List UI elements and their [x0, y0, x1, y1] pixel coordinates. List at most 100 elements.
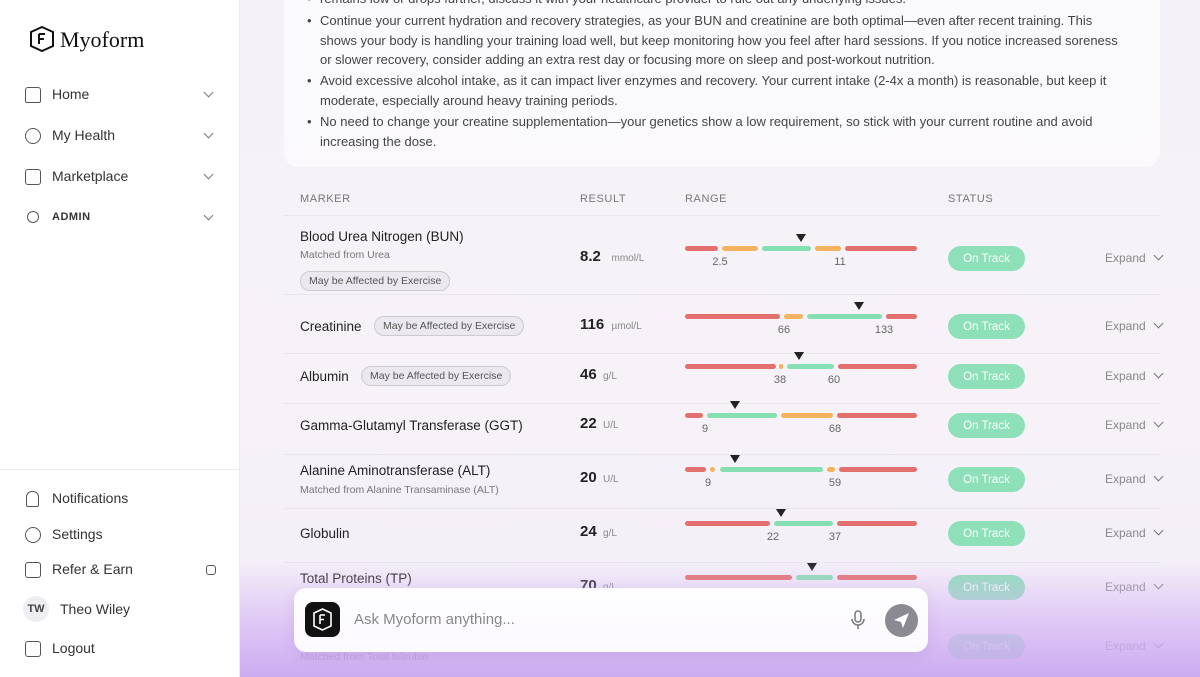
avatar: TW [23, 596, 49, 622]
range-label: 38 [773, 374, 787, 386]
icon [25, 87, 41, 103]
icon [25, 641, 41, 657]
expand-button[interactable]: Expand [1105, 369, 1146, 383]
result-unit: µmol/L [611, 321, 642, 332]
range-segment [837, 575, 917, 580]
marker-name: Globulin [300, 526, 350, 541]
range-segment [722, 246, 758, 251]
marker-name: Blood Urea Nitrogen (BUN) [300, 229, 464, 244]
result-value: 46 [580, 366, 597, 383]
status-pill: On Track [948, 575, 1025, 600]
chat-logo [305, 602, 340, 637]
result-value: 22 [580, 415, 597, 432]
user-name[interactable]: Theo Wiley [60, 601, 131, 617]
expand-button[interactable]: Expand [1105, 251, 1146, 265]
expand-button[interactable]: Expand [1105, 639, 1146, 653]
chat-bar: Ask Myoform anything... [294, 588, 928, 652]
range-label: 133 [874, 324, 894, 336]
status-pill: On Track [948, 413, 1025, 438]
matched-from: Matched from Alanine Transaminase (ALT) [300, 484, 499, 496]
chevron [1153, 638, 1164, 649]
range-label: 9 [704, 477, 712, 489]
range-segment [710, 467, 715, 472]
column-header: STATUS [948, 193, 994, 205]
result-value: 116 [580, 316, 605, 333]
range-segment [685, 575, 792, 580]
result-marker [730, 401, 740, 409]
result-value: 24 [580, 523, 597, 540]
external-icon [206, 565, 216, 575]
range-segment [827, 467, 835, 472]
range-segment [845, 246, 917, 251]
range-segment [685, 314, 780, 319]
expand-button[interactable]: Expand [1105, 319, 1146, 333]
range-segment [774, 521, 833, 526]
range-segment [685, 246, 718, 251]
range-segment [784, 314, 803, 319]
range-segment [837, 521, 917, 526]
divider [284, 402, 1160, 404]
range-label: 37 [828, 531, 842, 543]
expand-button[interactable]: Expand [1105, 418, 1146, 432]
mic-button[interactable] [850, 610, 866, 630]
nav-item[interactable]: My Health [52, 127, 116, 143]
chat-input[interactable]: Ask Myoform anything... [354, 611, 515, 628]
range-segment [720, 467, 823, 472]
advice-text: remains low or drops further, discuss it… [307, 0, 1130, 9]
send-button[interactable] [885, 604, 918, 637]
marker-name: Creatinine [300, 319, 362, 334]
range-segment [781, 413, 833, 418]
status-pill: On Track [948, 467, 1025, 492]
matched-from: Matched from Total bilirubin [300, 651, 429, 663]
result-value: 20 [580, 469, 597, 486]
nav-item[interactable]: Marketplace [52, 168, 129, 184]
range-segment [796, 575, 833, 580]
range-label: 22 [766, 531, 780, 543]
result-value: 8.2 [580, 248, 601, 265]
column-header: RANGE [685, 193, 728, 205]
chevron [203, 128, 214, 139]
logo-icon [30, 26, 54, 52]
result-unit: g/L [603, 371, 617, 382]
nav-item[interactable]: Refer & Earn [52, 561, 133, 577]
chevron [1153, 525, 1164, 536]
status-pill: On Track [948, 314, 1025, 339]
advice-bullet: Continue your current hydration and reco… [307, 11, 1130, 70]
range-segment [762, 246, 811, 251]
range-label: 2.5 [712, 256, 728, 268]
advice-bullet: No need to change your creatine suppleme… [307, 112, 1130, 151]
result-marker [794, 352, 804, 360]
divider [284, 508, 1160, 509]
nav-item[interactable]: ADMIN [52, 211, 91, 223]
range-label: 9 [701, 423, 709, 435]
chevron [203, 87, 214, 98]
result-unit: g/L [603, 528, 617, 539]
marker-name: Total Proteins (TP) [300, 571, 412, 586]
icon [25, 128, 41, 144]
expand-button[interactable]: Expand [1105, 580, 1146, 594]
divider [284, 454, 1160, 455]
range-segment [685, 467, 706, 472]
sidebar: Myoform Home My Health Marketplace ADMIN… [0, 0, 240, 677]
nav-item[interactable]: Logout [52, 640, 95, 656]
result-marker [776, 509, 786, 517]
result-unit: U/L [603, 474, 619, 485]
badge: May be Affected by Exercise [361, 366, 512, 386]
matched-from: Matched from Urea [300, 249, 390, 261]
nav-item[interactable]: Home [52, 86, 90, 102]
chevron [1153, 368, 1164, 379]
column-header: MARKER [300, 193, 351, 205]
marker-name: Albumin [300, 369, 349, 384]
status-pill: On Track [948, 246, 1025, 271]
expand-button[interactable]: Expand [1105, 472, 1146, 486]
range-label: 11 [834, 256, 846, 268]
range-segment [807, 314, 882, 319]
range-segment [815, 246, 841, 251]
nav-item[interactable]: Notifications [52, 490, 129, 506]
divider [284, 294, 1160, 295]
chevron [1153, 471, 1164, 482]
expand-button[interactable]: Expand [1105, 526, 1146, 540]
nav-item[interactable]: Settings [52, 526, 103, 542]
range-segment [707, 413, 777, 418]
